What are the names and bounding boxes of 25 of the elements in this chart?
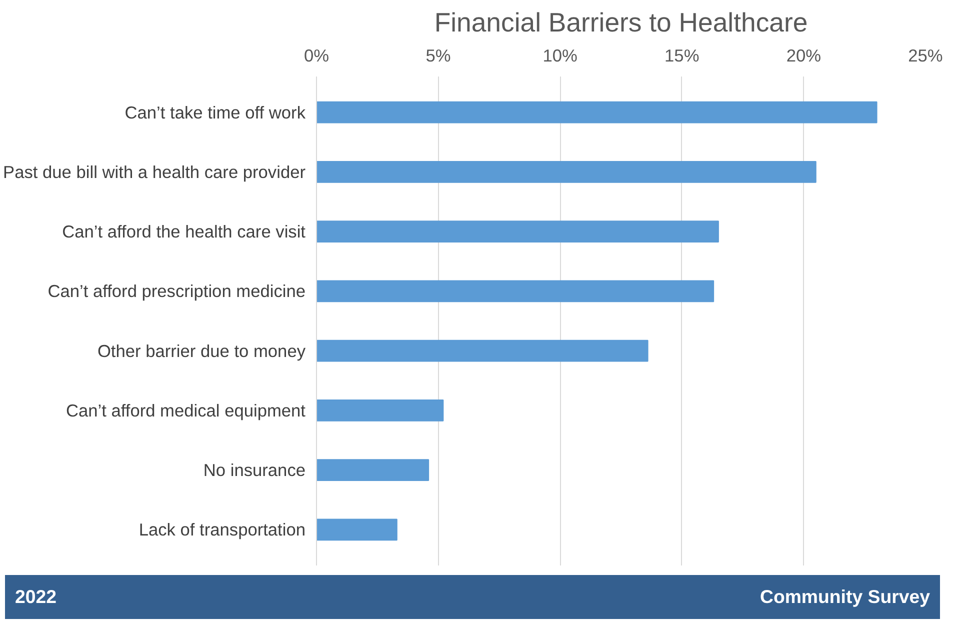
bar — [316, 101, 878, 124]
chart-title: Financial Barriers to Healthcare — [434, 8, 808, 38]
x-tick-label: 5% — [426, 46, 451, 66]
x-tick-label: 15% — [664, 46, 700, 66]
y-tick-label: Can’t afford medical equipment — [66, 400, 306, 420]
bar — [316, 459, 430, 482]
x-tick-label: 0% — [304, 46, 330, 66]
text: 2022 — [15, 584, 57, 609]
text: Community Survey — [760, 584, 930, 609]
y-tick-label: Can’t afford prescription medicine — [48, 281, 306, 302]
y-tick-label: Past due bill with a health care provider — [3, 162, 306, 182]
y-tick-label: No insurance — [203, 460, 306, 480]
y-tick-label: Lack of transportation — [138, 520, 306, 540]
bar — [316, 340, 648, 362]
bar — [316, 400, 444, 422]
bar — [316, 160, 816, 183]
y-tick-label: Other barrier due to money — [97, 340, 306, 361]
bar — [316, 280, 714, 302]
x-tick-label: 20% — [786, 46, 822, 66]
bar — [316, 518, 398, 541]
y-tick-label: Can’t take time off work — [124, 102, 306, 122]
x-tick-label: 10% — [542, 46, 578, 66]
bar — [316, 220, 719, 242]
y-tick-label: Can’t afford the health care visit — [62, 222, 306, 242]
x-tick-label: 25% — [908, 46, 943, 66]
